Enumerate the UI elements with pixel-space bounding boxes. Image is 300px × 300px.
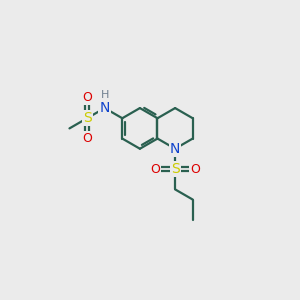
- Text: O: O: [82, 92, 92, 104]
- Text: O: O: [190, 163, 200, 176]
- Text: H: H: [100, 90, 109, 100]
- Text: S: S: [171, 162, 179, 176]
- Text: S: S: [83, 111, 92, 125]
- Text: O: O: [82, 132, 92, 145]
- Text: O: O: [150, 163, 160, 176]
- Text: N: N: [100, 101, 110, 115]
- Text: N: N: [170, 142, 180, 156]
